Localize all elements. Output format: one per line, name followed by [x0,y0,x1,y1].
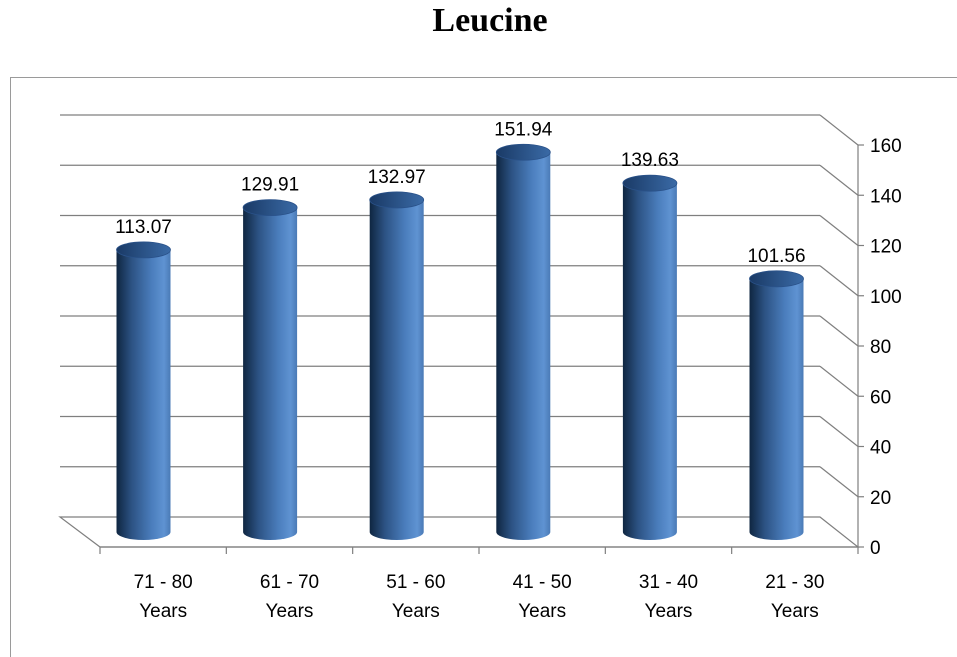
x-tick-label: 41 - 50 [513,572,572,593]
y-tick-label: 60 [870,387,891,408]
x-tick-label: 71 - 80 [134,572,193,593]
bar-top [369,191,425,209]
gridline-side [819,416,859,447]
bar [369,191,425,540]
label-layer: 0 20 40 60 80 100 120 140 160 71 - 80 Years 61 - 70… [115,119,902,622]
bar-top [495,143,551,161]
x-tick-label: Years [518,601,566,622]
y-tick-label: 140 [870,186,902,207]
x-tick-label: 51 - 60 [386,572,445,593]
bar-body [749,278,804,540]
y-tick-label: 40 [870,438,891,459]
gridline-side [819,265,859,297]
x-tick-label: 21 - 30 [765,572,824,593]
y-tick-label: 160 [870,136,902,157]
x-tick-label: Years [392,601,440,622]
x-tick-label: Years [139,601,187,622]
bar-body [622,183,677,540]
bar-body [369,199,424,540]
y-tick-label: 0 [870,538,881,559]
data-label: 129.91 [241,175,299,196]
y-tick-label: 120 [870,237,902,258]
bar-top [116,241,171,259]
x-tick-label: 61 - 70 [260,572,319,593]
axis-layer [99,144,864,554]
gridline-side [819,365,859,397]
data-label: 113.07 [115,217,172,238]
bar [749,270,804,540]
bar-body [116,249,171,540]
gridline-side [819,114,859,146]
x-tick-label: Years [771,601,819,622]
bar-layer [116,143,804,541]
y-tick-label: 80 [870,337,891,358]
grid-layer [58,114,860,548]
y-tick-label: 100 [870,287,902,308]
data-label: 101.56 [747,246,805,267]
bar-body [243,207,298,540]
x-tick-label: 31 - 40 [639,572,698,593]
gridline-side [819,164,859,196]
x-tick-label: Years [645,601,693,622]
chart-frame [10,77,957,657]
bar-top [242,199,298,217]
bar [622,174,678,540]
bar [116,241,171,540]
chart-floor [58,516,860,548]
data-label: 132.97 [368,167,426,188]
data-label: 151.94 [494,119,553,140]
y-tick-label: 20 [870,488,891,509]
bar [242,199,298,540]
bar-body [496,152,551,541]
chart-title: Leucine [432,2,548,39]
bar-top [622,174,678,192]
bar-top [749,270,804,288]
gridline-side [819,215,859,246]
x-tick-label: Years [266,601,314,622]
gridline-side [819,315,859,347]
data-label: 139.63 [621,150,679,171]
gridline-side [819,466,859,498]
bar [495,143,551,541]
